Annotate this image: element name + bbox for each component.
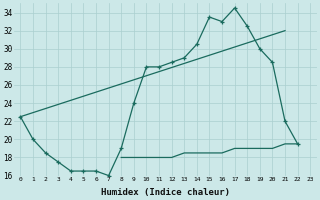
X-axis label: Humidex (Indice chaleur): Humidex (Indice chaleur) <box>101 188 230 197</box>
